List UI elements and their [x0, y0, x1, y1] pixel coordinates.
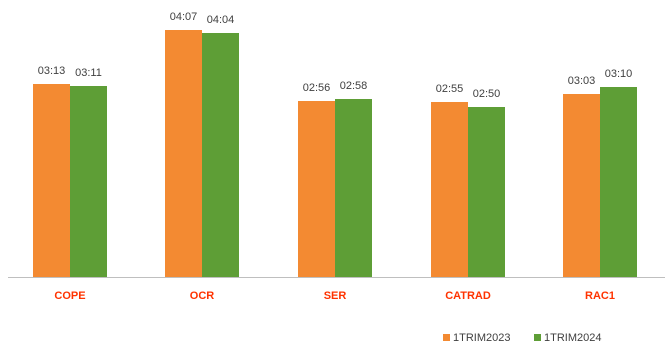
category-label-catrad: CATRAD: [445, 290, 491, 302]
category-label-rac1: RAC1: [585, 290, 615, 302]
category-label-ocr: OCR: [190, 290, 215, 302]
bar-ser-1trim2023: [298, 101, 335, 277]
value-label-ocr-1trim2023: 04:07: [170, 11, 198, 23]
value-label-rac1-1trim2023: 03:03: [568, 75, 596, 87]
value-label-ser-1trim2023: 02:56: [303, 82, 331, 94]
value-label-rac1-1trim2024: 03:10: [605, 68, 633, 80]
bar-ocr-1trim2024: [202, 33, 239, 277]
bar-ser-1trim2024: [335, 99, 372, 277]
bar-cope-1trim2024: [70, 86, 107, 277]
category-label-cope: COPE: [54, 290, 85, 302]
legend-swatch-1trim2023: [443, 334, 450, 341]
value-label-ocr-1trim2024: 04:04: [207, 14, 235, 26]
bar-catrad-1trim2024: [468, 107, 505, 277]
bars-layer: [33, 30, 637, 277]
value-label-cope-1trim2024: 03:11: [75, 67, 102, 79]
value-label-catrad-1trim2024: 02:50: [473, 88, 501, 100]
legend-label-1trim2024: 1TRIM2024: [544, 332, 601, 344]
legend: 1TRIM2023 1TRIM2024: [443, 332, 601, 344]
category-labels-layer: COPE OCR SER CATRAD RAC1: [54, 290, 615, 302]
legend-swatch-1trim2024: [534, 334, 541, 341]
category-label-ser: SER: [324, 290, 347, 302]
bar-catrad-1trim2023: [431, 102, 468, 277]
bar-rac1-1trim2023: [563, 94, 600, 277]
bar-cope-1trim2023: [33, 84, 70, 277]
value-label-catrad-1trim2023: 02:55: [436, 83, 464, 95]
value-label-cope-1trim2023: 03:13: [38, 65, 66, 77]
legend-label-1trim2023: 1TRIM2023: [453, 332, 510, 344]
value-labels-layer: 03:13 03:11 04:07 04:04 02:56 02:58 02:55 02:50…: [38, 11, 633, 100]
bar-rac1-1trim2024: [600, 87, 637, 277]
bar-ocr-1trim2023: [165, 30, 202, 277]
value-label-ser-1trim2024: 02:58: [340, 80, 368, 92]
